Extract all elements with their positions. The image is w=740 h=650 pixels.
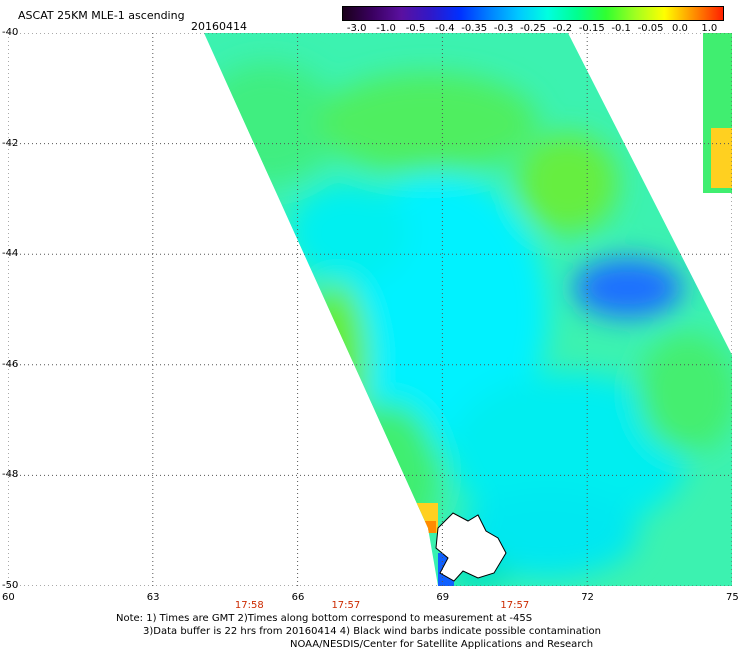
colorbar-tick-label: -0.2 <box>552 23 573 34</box>
map-grid <box>8 33 732 586</box>
lat-tick-label: -50 <box>2 580 19 591</box>
wind-swath-fragment <box>703 33 732 193</box>
note-line-2: 3)Data buffer is 22 hrs from 20160414 4)… <box>143 626 601 637</box>
colorbar-tick-label: -0.05 <box>637 23 664 34</box>
lon-tick-label: 72 <box>581 592 594 603</box>
lat-tick-label: -40 <box>2 27 19 38</box>
note-line-3: NOAA/NESDIS/Center for Satellite Applica… <box>290 639 594 650</box>
colorbar-tick-label: -0.5 <box>405 23 426 34</box>
colorbar-labels: -3.0 -1.0 -0.5 -0.4 -0.35 -0.3 -0.25 -0.2 -0.15-… <box>342 23 724 37</box>
kerguelen-islands <box>435 512 507 582</box>
lat-tick-label: -44 <box>2 248 19 260</box>
colorbar-tick-label: -0.25 <box>520 23 546 34</box>
colorbar <box>342 6 724 21</box>
time-label: 17:58 <box>234 600 264 611</box>
colorbar-tick-label: -1.0 <box>376 23 396 34</box>
colorbar-tick-label: -0.1 <box>611 23 631 34</box>
colorbar-tick-label: 1.0 <box>701 23 718 34</box>
lon-tick-label: 66 <box>291 592 305 603</box>
map-title: ASCAT 25KM MLE-1 ascending <box>18 9 185 22</box>
time-label: 17:57 <box>500 600 530 611</box>
time-label: 17:57 <box>331 600 361 611</box>
lon-tick-label: 69 <box>436 592 450 603</box>
lon-tick-label: 63 <box>146 592 160 603</box>
colorbar-tick-label: -0.35 <box>461 23 488 34</box>
lon-tick-label: 75 <box>726 592 739 603</box>
map-date: 20160414 <box>191 20 247 33</box>
colorbar-tick-label: 0.0 <box>671 23 688 34</box>
map-plot <box>8 33 732 586</box>
colorbar-tick-label: -0.3 <box>493 23 514 34</box>
lat-tick-label: -46 <box>2 358 19 370</box>
lat-tick-label: -42 <box>2 137 19 149</box>
wind-swath <box>204 33 732 586</box>
colorbar-tick-label: -0.4 <box>435 23 455 34</box>
lon-tick-label: 60 <box>2 592 15 603</box>
lat-tick-label: -48 <box>2 469 19 481</box>
colorbar-tick-label: -3.0 <box>346 23 367 34</box>
colorbar-tick-label: -0.15 <box>578 23 605 34</box>
note-line-1: Note: 1) Times are GMT 2)Times along bot… <box>116 613 533 624</box>
